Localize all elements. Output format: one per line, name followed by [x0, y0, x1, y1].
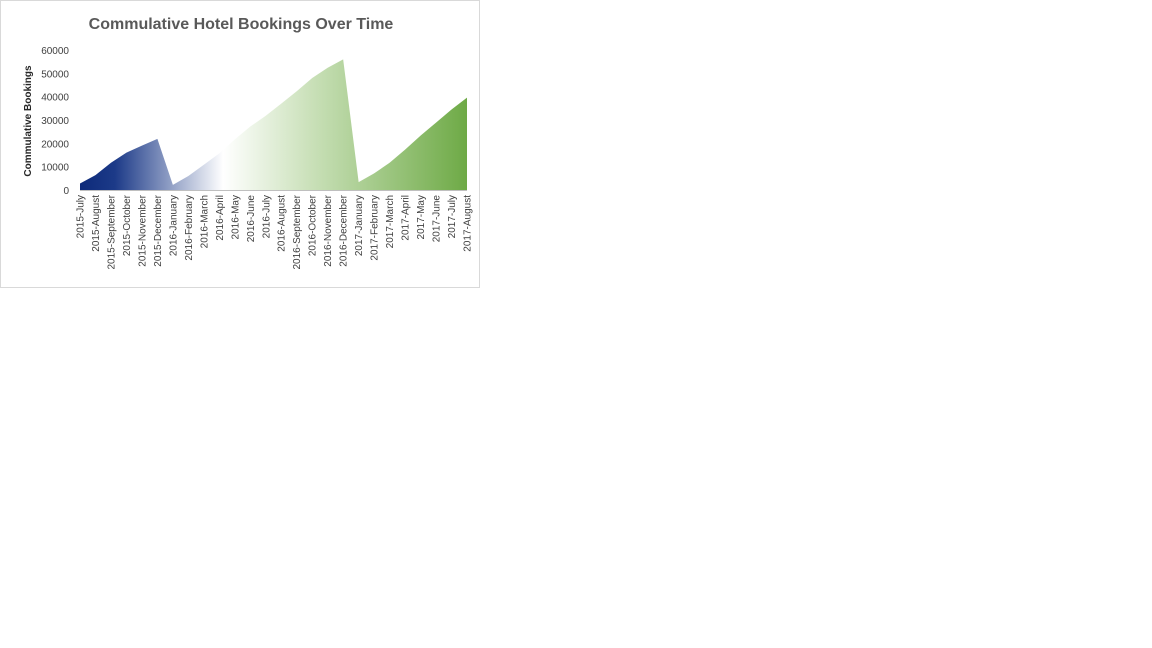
- x-tick-label: 2016-June: [246, 195, 257, 243]
- plot-area: 0 10000 20000 30000 40000 50000 60000 2015-July…: [41, 46, 473, 270]
- x-tick-label: 2015-December: [153, 194, 164, 266]
- x-tick-label: 2016-February: [184, 195, 195, 261]
- x-tick-label: 2016-September: [292, 194, 303, 269]
- x-tick-label: 2016-November: [323, 194, 334, 266]
- y-tick-label: 40000: [41, 93, 69, 104]
- x-tick-label: 2017-June: [432, 195, 443, 243]
- y-tick-label: 30000: [41, 116, 69, 127]
- x-tick-label: 2015-September: [106, 194, 117, 269]
- x-tick-label: 2016-January: [168, 195, 179, 256]
- x-tick-label: 2017-February: [370, 195, 381, 261]
- chart-title: Commulative Hotel Bookings Over Time: [89, 16, 394, 33]
- chart-container: Commulative Hotel Bookings Over Time Com…: [0, 0, 480, 288]
- x-tick-label: 2017-August: [463, 195, 474, 252]
- x-tick-label: 2016-October: [308, 194, 319, 256]
- y-tick-label: 20000: [41, 139, 69, 150]
- y-tick-label: 10000: [41, 163, 69, 174]
- x-tick-label: 2016-May: [230, 195, 241, 239]
- x-tick-label: 2016-April: [215, 195, 226, 241]
- x-tick-label: 2017-March: [385, 195, 396, 248]
- x-tick-label: 2015-November: [137, 194, 148, 266]
- x-tick-label: 2017-January: [354, 195, 365, 256]
- x-tick-label: 2016-August: [277, 195, 288, 252]
- area-chart: Commulative Hotel Bookings Over Time Com…: [23, 16, 474, 270]
- y-tick-label: 60000: [41, 46, 69, 57]
- y-axis-label: Commulative Bookings: [23, 65, 34, 177]
- y-tick-label: 50000: [41, 69, 69, 80]
- x-tick-label: 2017-July: [447, 195, 458, 238]
- x-tick-label: 2016-December: [339, 194, 350, 266]
- x-tick-label: 2015-July: [76, 195, 87, 238]
- x-tick-label: 2015-October: [122, 194, 133, 256]
- y-tick-label: 0: [63, 186, 69, 197]
- x-tick-label: 2017-May: [416, 195, 427, 239]
- x-tick-label: 2016-March: [199, 195, 210, 248]
- x-tick-label: 2016-July: [261, 195, 272, 238]
- x-tick-label: 2017-April: [401, 195, 412, 241]
- x-tick-label: 2015-August: [91, 195, 102, 252]
- series-area: [80, 59, 467, 190]
